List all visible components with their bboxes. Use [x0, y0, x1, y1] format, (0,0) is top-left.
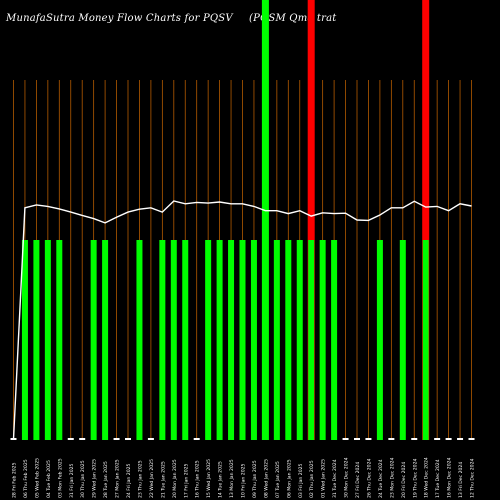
x-tick-label: 21 Tue Jan 2025 [160, 461, 166, 498]
x-tick-label: 27 Fri Dec 2024 [355, 462, 361, 498]
bar [273, 240, 280, 440]
x-tick-label: 15 Wed Jan 2025 [206, 459, 212, 498]
bar [285, 240, 292, 440]
bar [90, 240, 97, 440]
x-tick-label: 23 Mon Dec 2024 [389, 457, 395, 498]
x-tick-label: 04 Tue Feb 2025 [46, 460, 52, 498]
bar [468, 438, 475, 440]
x-tick-label: 24 Fri Jan 2025 [126, 463, 132, 498]
bar [239, 240, 246, 440]
x-tick-label: 29 Wed Jan 2025 [92, 459, 98, 498]
bar-series [10, 240, 475, 440]
x-tick-label: 03 Fri Jan 2025 [298, 463, 304, 498]
x-tick-label: 09 Thu Jan 2025 [252, 460, 258, 498]
bar [250, 240, 257, 440]
bar [170, 240, 177, 440]
x-tick-label: 16 Mon Dec 2024 [447, 457, 453, 498]
bar [434, 438, 441, 440]
bar [331, 240, 338, 440]
bar [136, 240, 143, 440]
x-tick-label: 31 Tue Dec 2024 [332, 459, 338, 498]
bar [182, 240, 189, 440]
x-tick-label: 13 Fri Dec 2024 [458, 462, 464, 498]
bar [216, 240, 223, 440]
bar [56, 240, 63, 440]
bar [21, 240, 28, 440]
bar [44, 240, 51, 440]
bar [422, 240, 429, 440]
bar [67, 438, 74, 440]
bar [147, 438, 154, 440]
chart-subtitle: (PQSM Qma trat [249, 13, 337, 24]
x-tick-label: 06 Thu Feb 2025 [23, 459, 29, 498]
x-tick-label: 10 Fri Jan 2025 [241, 463, 247, 498]
bar [457, 438, 464, 440]
bar [33, 240, 40, 440]
x-tick-label: 17 Fri Jan 2025 [183, 463, 189, 498]
bar [125, 438, 131, 440]
x-tick-label: 26 Thu Dec 2024 [366, 458, 372, 498]
x-tick-label: 08 Wed Jan 2025 [263, 459, 269, 498]
highlight-column [422, 0, 430, 440]
bar [205, 240, 212, 440]
x-tick-label: 05 Wed Feb 2025 [34, 458, 40, 498]
x-tick-label: 24 Tue Dec 2024 [378, 459, 384, 498]
x-tick-label: 30 Mon Dec 2024 [344, 457, 350, 498]
x-tick-label: 30 Thu Jan 2025 [80, 460, 86, 498]
bar [262, 240, 269, 440]
x-tick-label: 28 Tue Jan 2025 [103, 461, 109, 498]
x-tick-label: 02 Thu Jan 2025 [309, 460, 315, 498]
x-tick-label: 12 Thu Dec 2024 [470, 458, 476, 498]
x-tick-label: 07 Tue Jan 2025 [275, 461, 281, 498]
x-tick-label: 16 Thu Jan 2025 [195, 460, 201, 498]
money-flow-line [12, 200, 472, 440]
x-tick-label: 17 Tue Dec 2024 [435, 459, 441, 498]
x-tick-label: 31 Fri Jan 2025 [69, 463, 75, 498]
bar [79, 438, 86, 440]
bar [319, 240, 326, 440]
x-tick-label: 22 Wed Jan 2025 [149, 459, 155, 498]
bar [159, 240, 166, 440]
bar [376, 240, 383, 440]
bar [445, 438, 452, 440]
bar [193, 438, 200, 440]
bar [113, 438, 120, 440]
bar [228, 240, 235, 440]
bar [399, 240, 406, 440]
x-tick-label: 20 Mon Jan 2025 [172, 459, 178, 498]
x-tick-label: 13 Mon Jan 2025 [229, 459, 235, 498]
bar [365, 438, 372, 440]
bar [388, 438, 395, 440]
x-tick-label: 18 Wed Dec 2024 [424, 457, 430, 498]
x-tick-label: 28 Fri Feb 2025 [12, 462, 18, 498]
bar [102, 240, 109, 440]
x-tick-label: 19 Thu Dec 2024 [412, 458, 418, 498]
x-tick-label: 14 Tue Jan 2025 [218, 461, 224, 498]
highlight-column [261, 0, 269, 440]
x-axis-tick-labels: 28 Fri Feb 2025 06 Thu Feb 2025 05 Wed Feb… [12, 457, 476, 498]
x-tick-label: 23 Thu Jan 2025 [137, 460, 143, 498]
bar [354, 438, 360, 440]
highlight-columns [261, 0, 430, 440]
bar [342, 438, 349, 440]
bar [411, 438, 418, 440]
x-tick-label: 27 Mon Jan 2025 [115, 459, 121, 498]
bar [296, 240, 303, 440]
bar [308, 240, 315, 440]
x-tick-label: 03 Mon Feb 2025 [57, 458, 63, 498]
x-tick-label: 06 Mon Jan 2025 [286, 459, 292, 498]
x-tick-label: 01 Wed Jan 2025 [321, 459, 327, 498]
chart-title: MunafaSutra Money Flow Charts for PQSV [6, 13, 233, 24]
highlight-column [307, 0, 315, 440]
x-tick-label: 20 Fri Dec 2024 [401, 462, 407, 498]
